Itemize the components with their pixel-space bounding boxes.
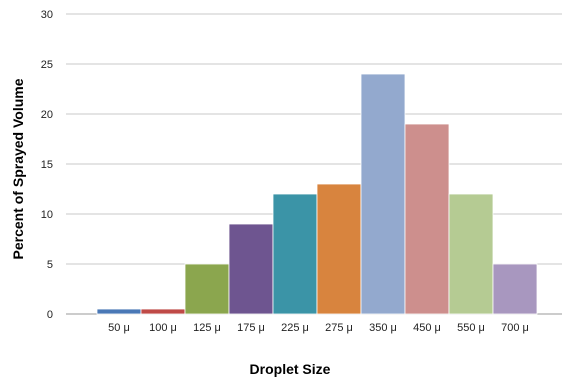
x-tick-label: 125 μ [193,322,221,334]
y-tick-label: 15 [41,159,53,171]
bars [96,73,538,315]
y-axis-title: Percent of Sprayed Volume [10,78,26,259]
bar [492,263,538,315]
bar [96,308,142,315]
bar [448,193,494,315]
y-tick-labels: 0 5 10 15 20 25 30 [41,9,53,321]
y-tick-label: 5 [47,259,53,271]
y-tick-label: 20 [41,109,53,121]
x-tick-label: 100 μ [149,322,177,334]
bar [140,308,186,315]
x-tick-label: 350 μ [369,322,397,334]
y-tick-label: 30 [41,9,53,21]
bar [228,223,274,315]
y-tick-label: 25 [41,59,53,71]
x-axis-title: Droplet Size [250,361,331,377]
x-tick-label: 700 μ [501,322,529,334]
x-tick-label: 175 μ [237,322,265,334]
bar [272,193,318,315]
x-tick-label: 50 μ [108,322,130,334]
bar [360,73,406,315]
y-tick-label: 10 [41,209,53,221]
bar [404,123,450,315]
x-tick-label: 450 μ [413,322,441,334]
y-tick-label: 0 [47,309,53,321]
x-tick-label: 225 μ [281,322,309,334]
x-tick-label: 275 μ [325,322,353,334]
bar [184,263,230,315]
x-tick-label: 550 μ [457,322,485,334]
bar [316,183,362,315]
x-tick-labels: 50 μ 100 μ 125 μ 175 μ 225 μ 275 μ 350 μ 450 μ 5… [108,322,529,334]
